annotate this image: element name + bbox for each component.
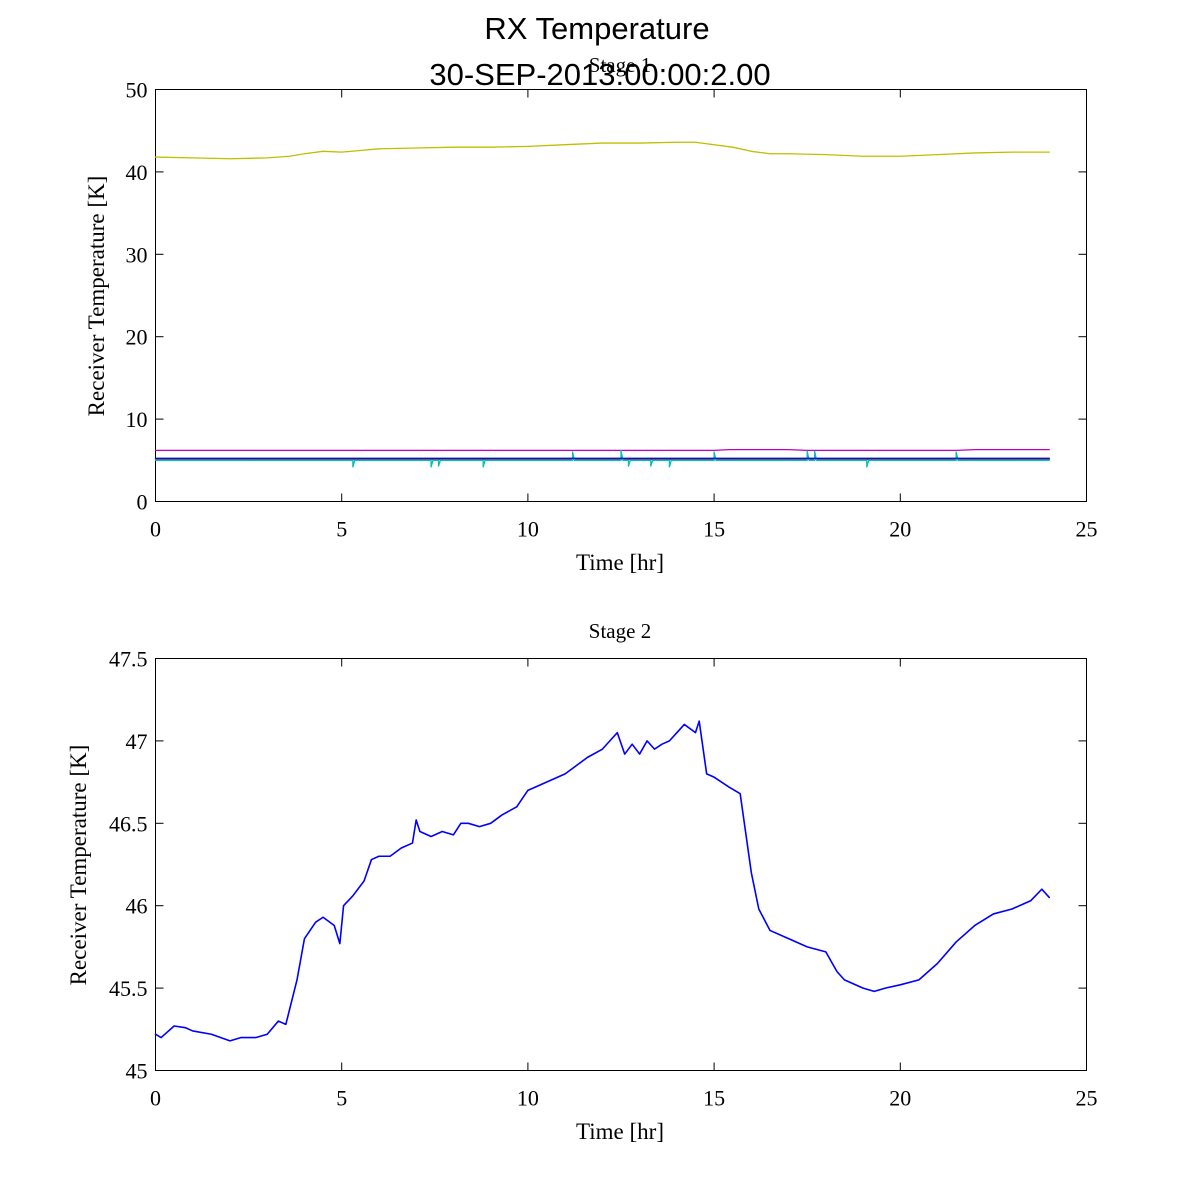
stage1-y-tick-label: 30 [126,242,148,267]
stage2-y-tick-label: 46 [126,894,148,919]
stage2-x-tick-label: 15 [703,1086,725,1111]
stage1-y-tick-label: 50 [126,78,148,103]
stage1-y-tick-label: 0 [137,490,148,515]
stage1-x-tick-label: 5 [336,517,347,542]
stage1-series-cyan [154,449,1050,468]
stage2-ticks: 0 5 10 15 20 25 45 45.5 46 46.5 47 47.5 [109,647,1098,1111]
stage2-plot-frame [155,658,1087,1071]
stage2-lines [154,720,1051,1042]
stage2-y-tick-label: 46.5 [109,811,148,836]
stage2-x-tick-label: 0 [150,1086,161,1111]
stage2-x-tick-label: 20 [889,1086,911,1111]
stage1-lines [154,141,1050,468]
stage2-x-tick-label: 10 [517,1086,539,1111]
stage2-axes: 0 5 10 15 20 25 45 45.5 46 46.5 47 47.5 Stage 2 Tim… [66,619,1098,1144]
stage1-y-tick-label: 20 [126,325,148,350]
stage1-x-tick-label: 25 [1076,517,1098,542]
stage2-y-tick-label: 45 [126,1059,148,1084]
figure-title-line2: 30-SEP-2013:00:00:2.00 [429,57,770,92]
stage2-x-tick-label: 5 [336,1086,347,1111]
stage2-y-tick-label: 45.5 [109,976,148,1001]
stage1-plot-frame [155,89,1087,502]
stage1-ticks: 0 5 10 15 20 25 0 10 20 30 40 50 [126,78,1098,542]
stage1-y-axis-label: Receiver Temperature [K] [84,176,109,417]
stage1-x-tick-label: 15 [703,517,725,542]
stage1-x-axis-label: Time [hr] [576,550,664,575]
stage1-x-tick-label: 0 [150,517,161,542]
stage2-x-axis-label: Time [hr] [576,1119,664,1144]
stage1-series-yellow [154,141,1050,160]
stage1-y-tick-label: 40 [126,160,148,185]
stage1-x-tick-label: 10 [517,517,539,542]
stage1-title: Stage 1 [589,53,651,77]
stage1-y-tick-label: 10 [126,407,148,432]
stage2-title: Stage 2 [589,619,651,643]
stage2-y-axis-label: Receiver Temperature [K] [66,745,91,986]
figure-title-line1: RX Temperature [484,11,709,46]
stage2-x-tick-label: 25 [1076,1086,1098,1111]
stage2-y-tick-label: 47 [126,729,148,754]
stage1-series-magenta [154,448,1050,452]
stage2-series-stage2 [154,720,1051,1042]
stage1-x-tick-label: 20 [889,517,911,542]
stage2-y-tick-label: 47.5 [109,647,148,672]
